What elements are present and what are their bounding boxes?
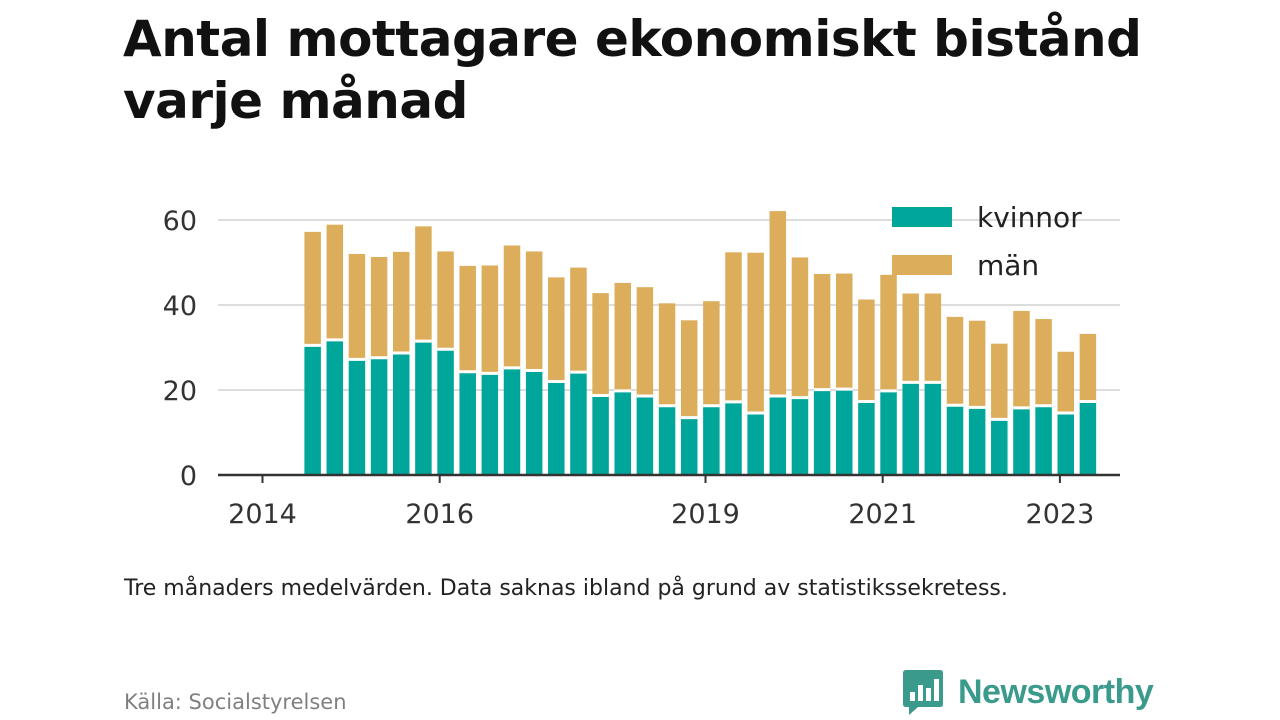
bar-man [836,273,853,390]
bar-kvinnor [348,359,366,475]
bar-kvinnor [902,382,919,475]
bar-man [902,293,919,383]
bar-kvinnor [991,419,1008,475]
y-axis-ticks: 0 20 40 60 [163,206,197,492]
bar-man [503,245,521,368]
bar-kvinnor [1057,412,1074,475]
x-tick-label: 2016 [405,499,474,530]
bar-man [946,316,964,406]
bar-kvinnor [924,382,942,475]
bar-kvinnor [304,345,321,475]
y-tick-label: 0 [180,461,197,492]
brand-logo: Newsworthy [902,668,1154,716]
bar-man [393,251,410,354]
source-text: Källa: Socialstyrelsen [124,690,347,714]
bar-kvinnor [946,405,964,475]
bar-man [570,267,587,373]
bar-man [326,224,344,340]
bar-kvinnor [968,407,986,475]
x-tick-label: 2019 [671,499,740,530]
bar-kvinnor [858,401,875,475]
y-tick-label: 40 [163,291,197,322]
stacked-bar-chart: 0 20 40 60 2014 2016 2019 2021 2023 kvinnor män [163,201,1120,530]
bar-kvinnor [747,412,764,475]
legend-label: män [977,249,1039,282]
bar-kvinnor [725,401,742,475]
bar-man [813,273,831,390]
bar-man [370,256,388,358]
bar-kvinnor [680,417,698,475]
legend: kvinnor män [892,201,1082,282]
bar-man [1057,351,1074,413]
bar-man [348,254,366,360]
bar-man [991,343,1008,420]
bar-man [658,303,676,406]
bar-man [747,252,764,413]
bar-man [548,277,565,382]
bar-man [680,320,698,418]
bar-kvinnor [880,390,897,475]
bar-man [703,301,720,406]
legend-swatch [892,255,952,275]
bar-man [880,274,897,391]
bar-man [636,287,654,396]
bar-kvinnor [326,339,344,475]
bar-kvinnor [836,389,853,475]
bar-man [968,320,986,408]
bar-man [791,257,809,398]
bar-kvinnor [791,397,809,475]
bar-kvinnor [548,381,565,475]
bar-kvinnor [636,395,654,475]
bar-kvinnor [703,405,720,475]
bar-man [614,282,631,391]
bar-kvinnor [1013,407,1030,475]
bar-man [437,251,454,350]
chart-title: Antal mottagare ekonomiskt bistånd varje… [123,10,1142,130]
bar-kvinnor [525,370,543,475]
bar-kvinnor [592,395,609,475]
legend-label: kvinnor [977,201,1082,234]
bar-man [1035,319,1052,406]
bar-kvinnor [769,395,787,475]
bar-kvinnor [813,389,831,475]
bar-man [415,226,432,342]
bar-kvinnor [658,405,676,475]
x-tick-label: 2021 [848,499,917,530]
brand-name: Newsworthy [958,672,1154,711]
bar-man [769,211,787,396]
chart-note: Tre månaders medelvärden. Data saknas ib… [124,576,1008,601]
bar-man [1013,310,1030,408]
x-tick-label: 2023 [1026,499,1095,530]
y-tick-label: 20 [163,376,197,407]
bars [304,211,1097,475]
y-tick-label: 60 [163,206,197,237]
bar-man [725,252,742,402]
bar-man [924,293,942,383]
bar-man [858,299,875,402]
legend-swatch [892,207,952,227]
bar-kvinnor [570,372,587,475]
bar-man [525,251,543,371]
bar-kvinnor [459,371,476,475]
bar-man [304,231,321,346]
bar-kvinnor [614,390,631,475]
bar-kvinnor [481,373,499,475]
bar-kvinnor [393,353,410,475]
newsworthy-logo-icon [903,670,943,715]
bar-kvinnor [415,341,432,475]
bar-kvinnor [437,349,454,475]
bar-man [459,265,476,372]
x-tick-label: 2014 [228,499,297,530]
bar-kvinnor [1079,401,1097,475]
bar-kvinnor [503,367,521,475]
x-axis: 2014 2016 2019 2021 2023 [218,473,1120,530]
bar-man [481,265,499,374]
bar-kvinnor [370,357,388,475]
bar-kvinnor [1035,405,1052,475]
bar-man [592,293,609,396]
bar-man [1079,333,1097,402]
